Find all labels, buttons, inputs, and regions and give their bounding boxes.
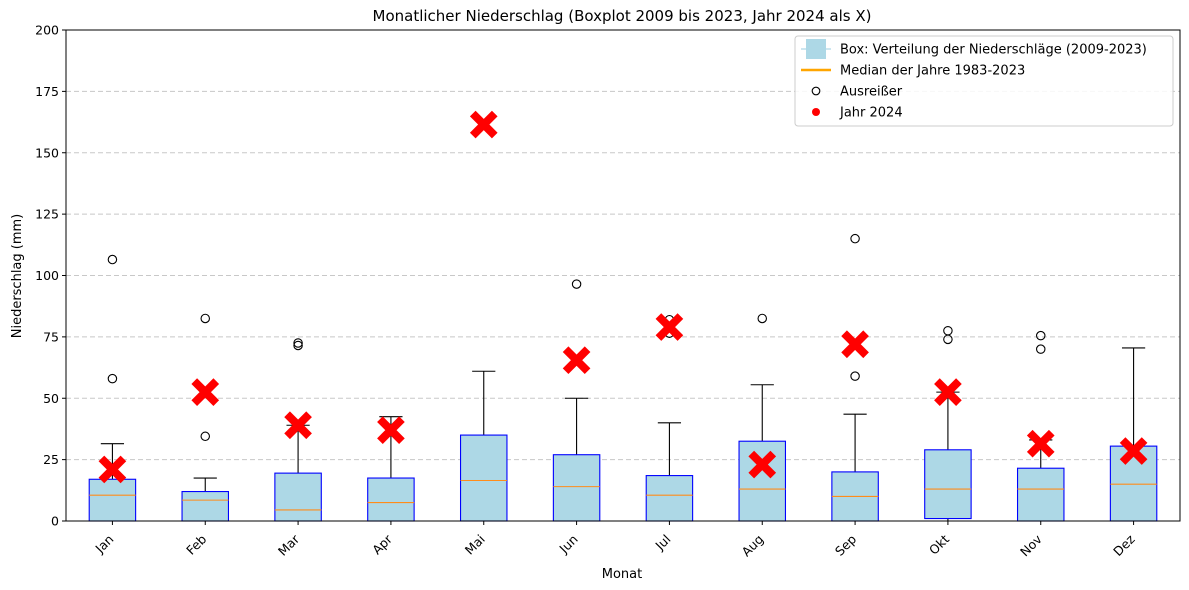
x-marker-2024 xyxy=(562,346,591,375)
x-marker-2024 xyxy=(377,416,405,444)
y-tick-label: 0 xyxy=(51,514,59,529)
outlier-point xyxy=(757,313,767,324)
x-marker-2024 xyxy=(1026,429,1055,458)
box-body xyxy=(924,449,972,520)
y-tick-label: 125 xyxy=(35,207,59,222)
x-tick-label: Feb xyxy=(183,531,209,557)
marker-2024-Mai xyxy=(469,110,498,139)
box-Nov xyxy=(1016,330,1065,522)
marker-2024-Feb xyxy=(191,378,220,406)
outlier-point xyxy=(943,334,953,345)
box-Dez xyxy=(1109,347,1158,522)
legend-label: Jahr 2024 xyxy=(839,106,903,121)
x-marker-2024 xyxy=(469,110,498,139)
outlier-point xyxy=(850,371,860,381)
box-body xyxy=(274,472,322,522)
box-Jul xyxy=(645,314,694,522)
plot-area xyxy=(88,110,1158,522)
outlier-point xyxy=(200,431,211,442)
box-Aug xyxy=(738,313,787,522)
y-axis: 0 25 50 75 100 125 150 175 200 xyxy=(35,23,66,529)
box-body xyxy=(1016,467,1065,522)
box-Feb xyxy=(181,313,230,522)
outlier-point xyxy=(293,338,303,348)
y-tick-label: 175 xyxy=(35,84,59,99)
outlier-point xyxy=(1036,330,1046,341)
legend-label: Box: Verteilung der Niederschläge (2009-… xyxy=(840,43,1147,58)
legend: Box: Verteilung der Niederschläge (2009-… xyxy=(794,35,1174,127)
outlier-point xyxy=(850,233,860,244)
x-tick-label: Sep xyxy=(832,531,859,558)
x-axis: Jan Feb Mar Apr Mai Jun Jul Aug Sep Okt Nov Dez xyxy=(92,521,1138,559)
outlier-point xyxy=(293,340,303,351)
legend-2024-swatch xyxy=(812,108,820,116)
box-body xyxy=(645,475,694,522)
x-marker-2024 xyxy=(934,378,962,406)
y-tick-label: 200 xyxy=(35,23,59,38)
box-Jun xyxy=(552,279,601,522)
y-tick-label: 150 xyxy=(35,145,59,160)
x-tick-label: Apr xyxy=(369,531,396,558)
box-body xyxy=(181,490,230,522)
x-tick-label: Dez xyxy=(1110,531,1138,559)
x-tick-label: Aug xyxy=(738,532,766,560)
x-axis-label: Monat xyxy=(602,567,642,582)
outlier-point xyxy=(1036,344,1046,354)
box-Mai xyxy=(459,370,508,522)
x-marker-2024 xyxy=(841,330,869,359)
x-marker-2024 xyxy=(98,455,127,484)
x-tick-label: Nov xyxy=(1017,531,1045,559)
outlier-point xyxy=(107,254,118,265)
outlier-point xyxy=(200,313,211,324)
y-axis-label: Niederschlag (mm) xyxy=(10,214,25,339)
x-marker-2024 xyxy=(655,313,684,341)
box-body xyxy=(738,440,787,522)
y-tick-label: 25 xyxy=(43,452,59,467)
x-tick-label: Jun xyxy=(556,532,581,557)
legend-label: Ausreißer xyxy=(840,85,903,100)
marker-2024-Apr xyxy=(377,416,405,444)
outlier-point xyxy=(943,325,953,336)
marker-2024-Jan xyxy=(98,455,127,484)
box-Mar xyxy=(274,338,322,522)
y-tick-label: 100 xyxy=(35,268,59,283)
x-tick-label: Mai xyxy=(462,532,488,558)
marker-2024-Jul xyxy=(655,313,684,341)
outlier-point xyxy=(107,373,118,384)
legend-frame xyxy=(794,35,1174,127)
marker-2024-Sep xyxy=(841,330,869,359)
box-body xyxy=(552,454,601,522)
box-body xyxy=(367,477,415,522)
box-Okt xyxy=(924,325,972,522)
box-Jan xyxy=(88,254,137,522)
box-body xyxy=(88,478,137,522)
box-body xyxy=(1109,445,1158,522)
y-tick-label: 75 xyxy=(43,329,59,344)
legend-box-swatch xyxy=(806,39,826,59)
x-marker-2024 xyxy=(748,450,777,479)
x-tick-label: Jul xyxy=(652,532,674,554)
legend-outlier-swatch xyxy=(811,86,821,96)
marker-2024-Jun xyxy=(562,346,591,375)
marker-2024-Nov xyxy=(1026,429,1055,458)
outlier-point xyxy=(571,279,582,289)
marker-2024-Aug xyxy=(748,450,777,479)
x-marker-2024 xyxy=(191,378,220,406)
marker-2024-Okt xyxy=(934,378,962,406)
box-Sep xyxy=(831,233,879,522)
y-tick-label: 50 xyxy=(43,391,59,406)
x-tick-label: Okt xyxy=(926,531,952,557)
x-tick-label: Jan xyxy=(92,532,117,557)
chart-title: Monatlicher Niederschlag (Boxplot 2009 b… xyxy=(373,7,872,25)
x-marker-2024 xyxy=(284,411,312,440)
x-marker-2024 xyxy=(1119,437,1148,465)
box-body xyxy=(459,434,508,522)
legend-label: Median der Jahre 1983-2023 xyxy=(840,64,1025,79)
marker-2024-Dez xyxy=(1119,437,1148,465)
grid-lines xyxy=(66,90,1180,461)
marker-2024-Mar xyxy=(284,411,312,440)
x-tick-label: Mar xyxy=(275,531,303,559)
